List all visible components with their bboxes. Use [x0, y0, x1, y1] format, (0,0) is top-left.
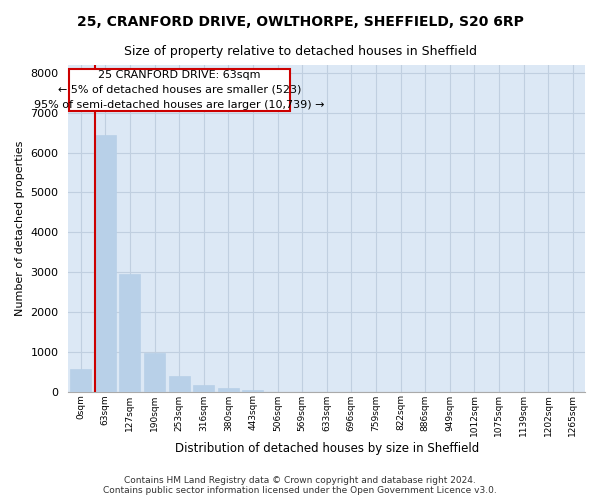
Text: Size of property relative to detached houses in Sheffield: Size of property relative to detached ho…: [124, 45, 476, 58]
Bar: [169, 376, 190, 392]
Text: 25, CRANFORD DRIVE, OWLTHORPE, SHEFFIELD, S20 6RP: 25, CRANFORD DRIVE, OWLTHORPE, SHEFFIELD…: [77, 15, 523, 29]
Bar: [144, 353, 165, 392]
Y-axis label: Number of detached properties: Number of detached properties: [15, 140, 25, 316]
Bar: [193, 384, 214, 392]
Bar: [119, 274, 140, 392]
Bar: [70, 369, 91, 392]
Text: 25 CRANFORD DRIVE: 63sqm
← 5% of detached houses are smaller (523)
95% of semi-d: 25 CRANFORD DRIVE: 63sqm ← 5% of detache…: [34, 70, 325, 110]
FancyBboxPatch shape: [69, 69, 290, 111]
Bar: [242, 390, 263, 392]
Text: Contains HM Land Registry data © Crown copyright and database right 2024.
Contai: Contains HM Land Registry data © Crown c…: [103, 476, 497, 495]
Bar: [218, 388, 239, 392]
X-axis label: Distribution of detached houses by size in Sheffield: Distribution of detached houses by size …: [175, 442, 479, 455]
Bar: [95, 136, 116, 392]
